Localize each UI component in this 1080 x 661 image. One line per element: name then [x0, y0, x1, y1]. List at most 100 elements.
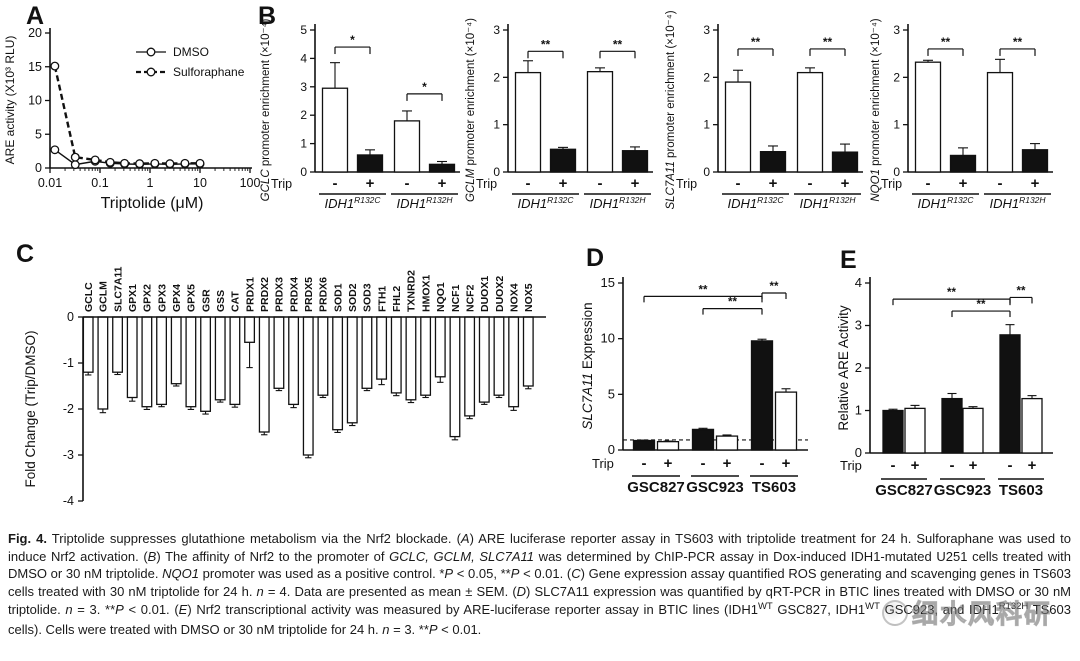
svg-text:GSC923: GSC923 — [686, 479, 744, 496]
svg-text:4: 4 — [300, 51, 307, 65]
bar — [273, 316, 285, 389]
bar — [724, 81, 752, 173]
svg-text:10: 10 — [28, 94, 42, 108]
svg-text:GPX2: GPX2 — [142, 284, 154, 312]
svg-text:1: 1 — [855, 403, 862, 418]
svg-text:GCLM promoter enrichment (×10⁻: GCLM promoter enrichment (×10⁻⁴) — [465, 18, 477, 202]
svg-text:**: ** — [728, 297, 737, 309]
svg-text:Triptolide (μM): Triptolide (μM) — [101, 195, 204, 212]
svg-text:0: 0 — [493, 165, 500, 179]
svg-text:-: - — [598, 175, 603, 192]
bar — [715, 435, 739, 451]
svg-text:3: 3 — [493, 23, 500, 37]
bar — [288, 316, 300, 406]
svg-text:+: + — [782, 455, 791, 472]
svg-text:+: + — [1031, 175, 1040, 192]
svg-text:2: 2 — [855, 360, 862, 375]
bar — [514, 71, 542, 173]
gclc-promoter-bar-chart: 0 1 2 3 4 5 GCLC promoter enrichment (×10⁻⁴)Tr… — [260, 19, 460, 211]
svg-text:SOD3: SOD3 — [362, 283, 374, 312]
bar — [321, 87, 349, 173]
bar — [1021, 149, 1049, 173]
svg-text:**: ** — [947, 287, 956, 299]
svg-text:ARE activity (X10³ RLU): ARE activity (X10³ RLU) — [3, 36, 17, 165]
svg-text:DUOX1: DUOX1 — [479, 276, 491, 312]
svg-text:+: + — [366, 175, 375, 192]
svg-text:GCLC promoter enrichment (×10⁻: GCLC promoter enrichment (×10⁻⁴) — [260, 19, 272, 202]
bar — [141, 316, 153, 408]
svg-text:+: + — [841, 175, 850, 192]
bar — [586, 71, 614, 173]
svg-text:0: 0 — [35, 161, 42, 175]
svg-text:PRDX5: PRDX5 — [303, 277, 315, 312]
svg-text:Fold Change (Trip/DMSO): Fold Change (Trip/DMSO) — [23, 330, 38, 487]
svg-text:0.1: 0.1 — [91, 176, 108, 190]
svg-text:PRDX2: PRDX2 — [259, 277, 271, 312]
svg-text:-: - — [760, 455, 765, 472]
svg-text:-4: -4 — [63, 494, 74, 508]
svg-text:-3: -3 — [63, 448, 74, 462]
svg-text:-: - — [808, 175, 813, 192]
svg-text:GPX1: GPX1 — [127, 284, 139, 312]
bar — [449, 316, 461, 438]
panel-d-letter: D — [586, 244, 605, 272]
svg-text:-: - — [701, 455, 706, 472]
data-point-marker — [195, 158, 205, 168]
svg-text:100: 100 — [240, 176, 261, 190]
svg-text:**: ** — [977, 299, 986, 311]
svg-text:Trip: Trip — [271, 177, 292, 191]
bar — [522, 316, 534, 387]
bar — [434, 316, 446, 378]
svg-text:-2: -2 — [63, 402, 74, 416]
svg-text:**: ** — [613, 37, 623, 51]
bar — [302, 316, 314, 456]
svg-text:0: 0 — [855, 445, 862, 460]
svg-text:+: + — [438, 175, 447, 192]
svg-text:2: 2 — [300, 108, 307, 122]
svg-text:+: + — [559, 175, 568, 192]
svg-text:0: 0 — [67, 310, 74, 324]
svg-text:1: 1 — [493, 118, 500, 132]
svg-text:GPX4: GPX4 — [171, 284, 183, 312]
svg-text:+: + — [769, 175, 778, 192]
svg-text:**: ** — [1017, 285, 1026, 297]
data-point-marker — [146, 47, 156, 57]
svg-text:SOD1: SOD1 — [332, 283, 344, 312]
svg-text:Trip: Trip — [592, 456, 614, 471]
svg-text:**: ** — [823, 35, 833, 49]
gclm-promoter-bar-chart: 0 1 2 3 GCLM promoter enrichment (×10⁻⁴)Trip… — [465, 18, 653, 211]
figure-caption: Fig. 4. Triptolide suppresses glutathion… — [8, 531, 1072, 637]
svg-text:DUOX2: DUOX2 — [494, 276, 506, 312]
bar — [691, 428, 715, 451]
bar — [796, 71, 824, 173]
svg-text:1: 1 — [893, 118, 900, 132]
svg-text:1: 1 — [147, 176, 154, 190]
svg-text:NOX5: NOX5 — [523, 283, 535, 312]
data-point-marker — [150, 158, 160, 168]
bar — [493, 316, 505, 396]
bar — [508, 316, 520, 408]
svg-text:2: 2 — [703, 70, 710, 84]
bar — [656, 440, 680, 451]
bar — [356, 154, 384, 173]
svg-text:**: ** — [1013, 35, 1023, 49]
svg-text:Trip: Trip — [881, 177, 902, 191]
bar — [464, 316, 476, 417]
svg-text:DMSO: DMSO — [173, 45, 209, 59]
bar — [420, 316, 432, 396]
bar — [621, 150, 649, 173]
bar — [549, 148, 577, 173]
svg-text:5: 5 — [35, 127, 42, 141]
svg-text:IDH1R132H: IDH1R132H — [799, 195, 856, 211]
bar — [962, 407, 984, 454]
bar — [759, 150, 787, 173]
bar — [112, 316, 123, 373]
svg-text:1: 1 — [300, 137, 307, 151]
svg-text:IDH1R132C: IDH1R132C — [517, 195, 574, 211]
svg-text:NCF1: NCF1 — [450, 284, 462, 312]
bar — [904, 407, 926, 454]
svg-text:3: 3 — [893, 23, 900, 37]
data-point-marker — [135, 159, 145, 169]
svg-text:HMOX1: HMOX1 — [420, 275, 432, 313]
